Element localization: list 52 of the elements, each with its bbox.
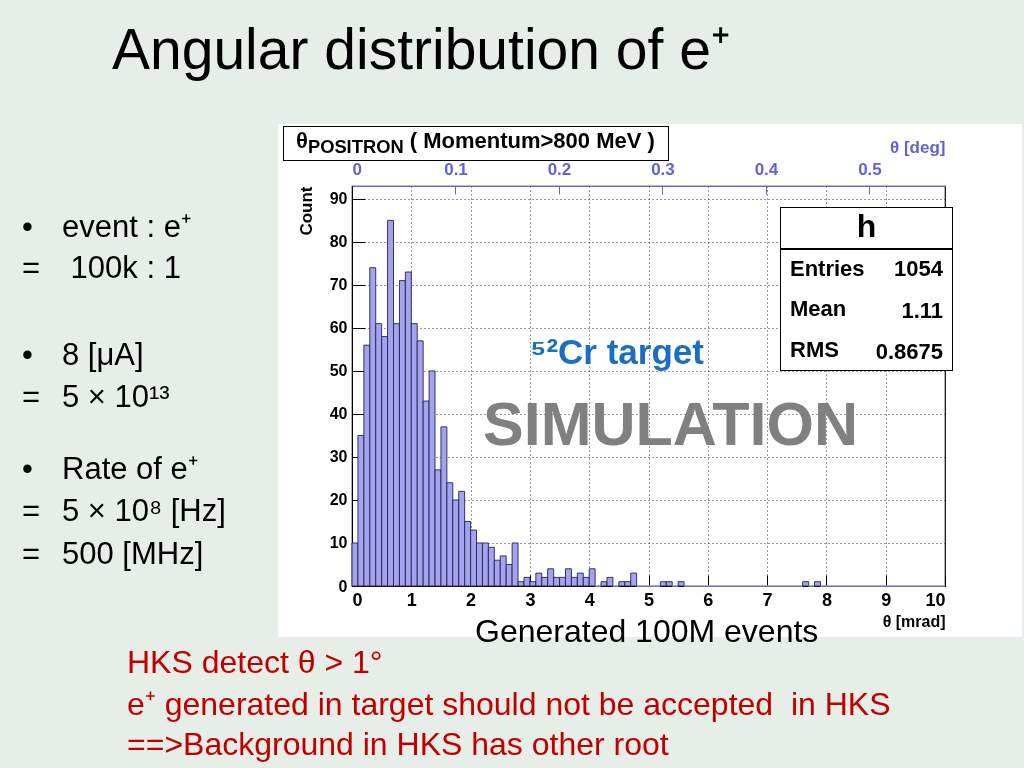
y-tick-label: 10: [329, 534, 348, 552]
x-tick-label: 1: [406, 589, 417, 610]
annotation: h: [855, 208, 878, 245]
annotation: RMS: [790, 337, 839, 363]
x-tick-label: 4: [584, 589, 595, 610]
x-tick-label: 2: [466, 589, 477, 610]
text: Generated 100M events: [475, 613, 819, 650]
annotation: SIMULATION: [483, 390, 858, 459]
x2-tick-label: 0: [352, 159, 362, 179]
x-tick-label: 5: [643, 589, 655, 610]
text: e⁺ generated in target should not be accepted in HKS: [127, 686, 891, 723]
y-tick-label: 80: [329, 233, 348, 251]
y-tick-label: 40: [329, 405, 348, 423]
y-tick-label: 20: [329, 491, 348, 509]
x-tick-label: 3: [525, 589, 536, 610]
annotation: 1.11: [901, 298, 943, 324]
annotation: 0.8675: [875, 339, 943, 365]
annotation: ⁵²Cr target: [530, 332, 704, 372]
x-tick-label: 0: [352, 589, 363, 610]
x2-tick-label: 0.3: [651, 159, 675, 179]
annotation: Entries: [790, 256, 865, 282]
text: = 500 [MHz]: [22, 536, 204, 572]
text: = 5 × 10⁸ [Hz]: [22, 493, 226, 529]
x2-axis-title: θ [deg]: [890, 137, 946, 157]
y-tick-label: 60: [329, 319, 348, 337]
text: • Rate of e⁺: [22, 451, 198, 487]
text: = 5 × 10¹³: [22, 379, 170, 415]
chart-title: Angular distribution of e⁺: [112, 17, 730, 81]
y-tick-label: 50: [329, 362, 348, 380]
text: • event : e⁺: [22, 209, 191, 245]
text: = 100k : 1: [22, 250, 181, 286]
chart-subtitle: θ$_{POSITRON}$ ( Momentum>800 MeV ): [296, 128, 655, 158]
x-tick-label: 8: [821, 589, 832, 610]
y-tick-label: 70: [329, 276, 348, 294]
x-tick-label: 10: [925, 589, 946, 610]
y-tick-label: 0: [338, 577, 348, 595]
y-tick-label: 30: [329, 448, 348, 466]
y-tick-label: 90: [329, 190, 348, 208]
y-axis-title: Count: [296, 186, 316, 236]
text: ==>Background in HKS has other root: [127, 726, 669, 763]
x-tick-label: 7: [762, 589, 773, 610]
x2-tick-label: 0.1: [444, 159, 468, 179]
x-axis-title: θ [mrad]: [882, 612, 946, 630]
x2-tick-label: 0.5: [858, 159, 882, 179]
x-tick-label: 9: [881, 589, 892, 610]
x-tick-label: 6: [703, 589, 714, 610]
annotation: Mean: [790, 296, 847, 322]
x2-tick-label: 0.2: [547, 159, 572, 179]
text: • 8 [μA]: [22, 337, 144, 373]
text: HKS detect θ > 1°: [127, 644, 383, 681]
x2-tick-label: 0.4: [754, 159, 779, 179]
annotation: 1054: [894, 256, 943, 282]
